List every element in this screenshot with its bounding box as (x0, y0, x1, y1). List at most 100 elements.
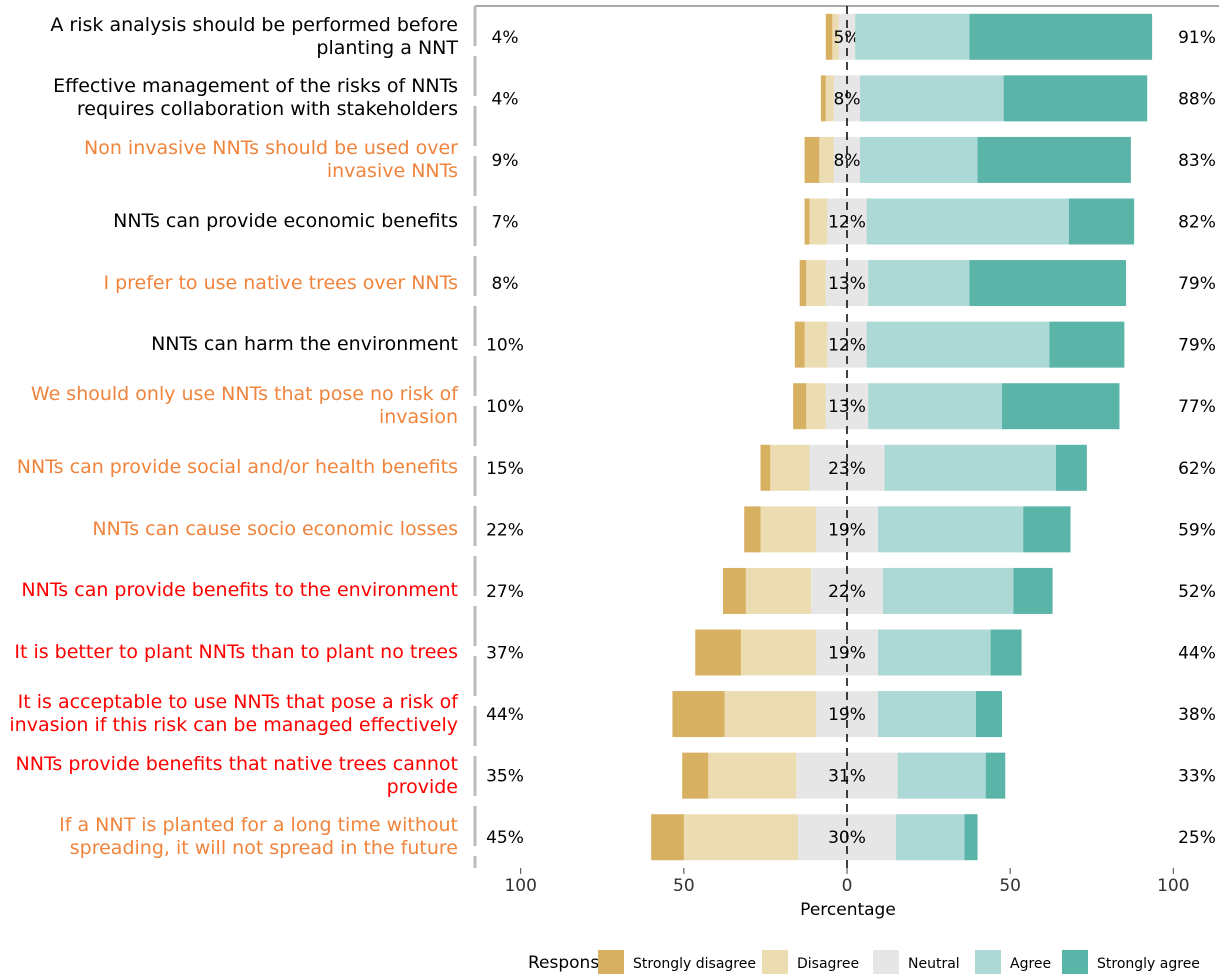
category-label: We should only use NNTs that pose no ris… (30, 383, 458, 429)
legend-swatch (598, 950, 624, 974)
bar-segment (895, 814, 965, 861)
bar-segment (860, 136, 978, 183)
bar-segment (811, 567, 883, 614)
bar-segment (990, 629, 1022, 676)
bar-segment (884, 444, 1056, 491)
bar-segment (683, 814, 799, 861)
bar-segment (866, 198, 1069, 245)
low-total-label: 4% (492, 28, 519, 48)
bar-segment (651, 814, 684, 861)
high-total-label: 88% (1178, 89, 1216, 109)
category-label: A risk analysis should be performed befo… (50, 13, 458, 59)
low-total-label: 44% (486, 705, 524, 725)
bar-segment (969, 13, 1153, 60)
category-label: NNTs provide benefits that native trees … (15, 752, 458, 798)
category-label: NNTs can provide economic benefits (113, 210, 458, 232)
bar-segment (760, 444, 771, 491)
legend-label: Disagree (797, 956, 859, 972)
high-total-label: 77% (1178, 397, 1216, 417)
bar-segment (897, 752, 986, 799)
bar-segment (866, 321, 1050, 368)
bar-segment (799, 260, 807, 307)
low-total-label: 10% (486, 397, 524, 417)
x-tick-label: 100 (1157, 876, 1189, 896)
bar-segment (793, 383, 807, 430)
bar-segment (724, 691, 816, 738)
low-total-label: 7% (492, 213, 519, 233)
bar-segment (806, 383, 826, 430)
bar-segment (832, 13, 839, 60)
high-total-label: 62% (1178, 459, 1216, 479)
bar-segment (878, 629, 991, 676)
bar-segment (1049, 321, 1125, 368)
category-label: It is better to plant NNTs than to plant… (14, 641, 458, 663)
x-axis-label: Percentage (800, 900, 896, 920)
low-total-label: 37% (486, 644, 524, 664)
neutral-label: 19% (828, 705, 866, 725)
bar-segment (723, 567, 746, 614)
legend-swatch (873, 950, 899, 974)
category-label: If a NNT is planted for a long time with… (59, 814, 458, 860)
neutral-label: 13% (828, 397, 866, 417)
x-tick-label: 50 (673, 876, 695, 896)
bar-segment (806, 260, 826, 307)
bar-segment (868, 260, 970, 307)
bar-segment (1003, 75, 1148, 122)
high-total-label: 82% (1178, 213, 1216, 233)
high-total-label: 33% (1178, 767, 1216, 787)
category-label: It is acceptable to use NNTs that pose a… (9, 691, 458, 737)
category-label: NNTs can harm the environment (151, 333, 458, 356)
category-label: NNTs can cause socio economic losses (92, 517, 458, 540)
legend-swatch (975, 950, 1001, 974)
bar-segment (819, 136, 834, 183)
low-total-label: 45% (486, 828, 524, 848)
bar-segment (760, 506, 816, 553)
low-total-label: 10% (486, 336, 524, 356)
bar-segment (868, 383, 1002, 430)
bar-segment (977, 136, 1131, 183)
high-total-label: 83% (1178, 151, 1216, 171)
bar-segment (860, 75, 1004, 122)
bar-segment (809, 198, 828, 245)
low-total-label: 15% (486, 459, 524, 479)
legend-swatch (762, 950, 788, 974)
bar-segment (708, 752, 797, 799)
bar-segment (1055, 444, 1087, 491)
high-total-label: 59% (1178, 520, 1216, 540)
x-tick-label: 0 (842, 876, 853, 896)
high-total-label: 79% (1178, 336, 1216, 356)
high-total-label: 52% (1178, 582, 1216, 602)
x-tick-label: 50 (999, 876, 1021, 896)
legend-label: Agree (1010, 956, 1051, 972)
low-total-label: 35% (486, 767, 524, 787)
bar-segment (1013, 567, 1053, 614)
bar-segment (804, 136, 820, 183)
neutral-label: 13% (828, 274, 866, 294)
category-label: Effective management of the risks of NNT… (53, 75, 458, 121)
legend-label: Strongly disagree (633, 956, 756, 972)
low-total-label: 27% (486, 582, 524, 602)
bar-segment (695, 629, 741, 676)
x-tick-label: 100 (504, 876, 536, 896)
high-total-label: 79% (1178, 274, 1216, 294)
bar-segment (804, 321, 828, 368)
bar-segment (1068, 198, 1135, 245)
high-total-label: 38% (1178, 705, 1216, 725)
low-total-label: 9% (492, 151, 519, 171)
bar-segment (878, 691, 976, 738)
bar-segment (682, 752, 709, 799)
bar-segment (878, 506, 1024, 553)
bar-segment (985, 752, 1006, 799)
low-total-label: 4% (492, 89, 519, 109)
legend-label: Neutral (908, 956, 960, 972)
bar-segment (969, 260, 1126, 307)
legend-label: Strongly agree (1097, 956, 1200, 972)
bar-segment (1002, 383, 1120, 430)
high-total-label: 91% (1178, 28, 1216, 48)
bar-segment (825, 75, 834, 122)
bar-segment (740, 629, 816, 676)
high-total-label: 44% (1178, 644, 1216, 664)
low-total-label: 8% (492, 274, 519, 294)
